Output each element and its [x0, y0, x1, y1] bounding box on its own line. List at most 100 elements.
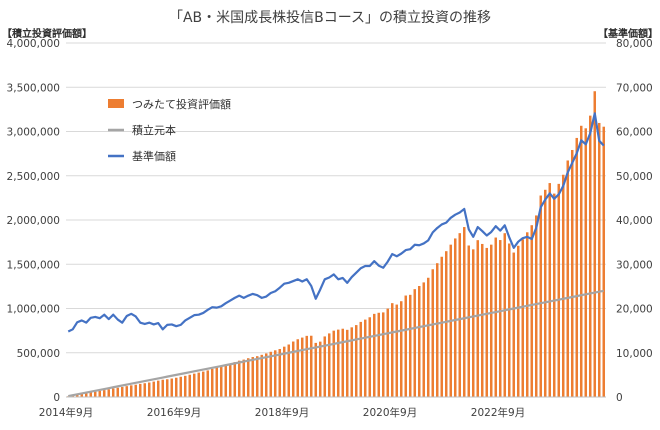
bar	[103, 390, 106, 397]
left-tick-label: 3,000,000	[7, 127, 60, 139]
nav-line	[67, 112, 605, 333]
bar	[346, 329, 349, 397]
bar	[224, 364, 227, 397]
chart-title: 「AB・米国成長株投信Bコース」の積立投資の推移	[169, 10, 491, 26]
bar	[431, 269, 434, 397]
bar	[418, 285, 421, 397]
bar	[179, 376, 182, 397]
bar	[238, 360, 241, 397]
bar	[589, 115, 592, 397]
bar	[566, 160, 569, 397]
bar	[535, 215, 538, 397]
bar	[197, 372, 200, 397]
x-tick-label: 2016年9月	[147, 406, 201, 419]
bar	[193, 373, 196, 397]
right-axis-ticks: 0 10,000 20,000 30,000 40,000 50,000 60,000 70,…	[616, 38, 653, 404]
bar	[283, 346, 286, 397]
bar	[80, 393, 83, 397]
bar	[202, 371, 205, 397]
bar	[265, 353, 268, 397]
bar	[323, 336, 326, 397]
bar	[413, 289, 416, 397]
bar	[602, 126, 605, 397]
bar	[517, 245, 520, 397]
principal-line	[68, 289, 604, 398]
bar	[233, 362, 236, 397]
left-tick-label: 1,500,000	[7, 259, 60, 271]
bar	[251, 357, 254, 397]
left-tick-label: 500,000	[17, 348, 60, 360]
bar	[337, 329, 340, 397]
right-tick-label: 30,000	[616, 259, 653, 271]
bar	[328, 333, 331, 397]
bar	[382, 312, 385, 397]
left-tick-label: 1,000,000	[7, 304, 60, 316]
right-axis-title: 【基準価額】	[598, 27, 658, 40]
right-tick-label: 80,000	[616, 38, 653, 50]
bar	[355, 325, 358, 397]
bar	[373, 313, 376, 397]
bar	[359, 321, 362, 397]
left-tick-label: 3,500,000	[7, 82, 60, 94]
bar	[98, 390, 101, 397]
bar	[571, 149, 574, 397]
bar	[161, 379, 164, 397]
right-tick-label: 10,000	[616, 348, 653, 360]
bar	[220, 365, 223, 397]
bar	[107, 389, 110, 397]
legend-label: つみたて投資評価額	[132, 97, 231, 111]
bar	[391, 303, 394, 397]
bar	[229, 363, 232, 397]
bar	[134, 384, 137, 397]
bar	[211, 368, 214, 397]
bar	[490, 244, 493, 397]
bar	[548, 183, 551, 397]
bar	[175, 377, 178, 397]
bar	[269, 351, 272, 397]
bar	[494, 237, 497, 397]
legend-swatch-valuation	[108, 99, 124, 108]
bar	[301, 337, 304, 397]
left-axis-title: 【積立投資評価額】	[2, 27, 92, 40]
bar	[575, 137, 578, 397]
line-series	[67, 112, 605, 398]
bar	[481, 243, 484, 397]
bar	[314, 342, 317, 397]
bar	[580, 125, 583, 397]
bar	[170, 378, 173, 397]
right-tick-label: 60,000	[616, 127, 653, 139]
bar	[377, 312, 380, 397]
bar	[440, 256, 443, 397]
bar	[512, 252, 515, 397]
bar	[85, 393, 88, 397]
bar	[341, 328, 344, 397]
right-tick-label: 50,000	[616, 171, 653, 183]
bar	[260, 354, 263, 397]
bar	[130, 385, 133, 397]
bar	[485, 247, 488, 397]
bar	[157, 380, 160, 397]
bar	[94, 391, 97, 397]
bar	[521, 239, 524, 397]
bar	[472, 249, 475, 397]
bar	[598, 122, 601, 397]
right-tick-label: 0	[616, 392, 623, 404]
bar	[125, 386, 128, 397]
bar	[143, 383, 146, 397]
left-axis-ticks: 0 500,000 1,000,000 1,500,000 2,000,000 2,500…	[7, 38, 60, 404]
bar	[463, 227, 466, 397]
bar	[557, 183, 560, 397]
bar	[404, 295, 407, 397]
bar	[112, 388, 115, 397]
bar	[242, 359, 245, 397]
bar	[116, 387, 119, 397]
bar	[499, 240, 502, 397]
bar	[319, 341, 322, 397]
bar	[508, 243, 511, 397]
bar	[436, 263, 439, 397]
bar	[76, 394, 79, 397]
bar-series-valuation	[67, 91, 605, 398]
bar	[89, 392, 92, 397]
